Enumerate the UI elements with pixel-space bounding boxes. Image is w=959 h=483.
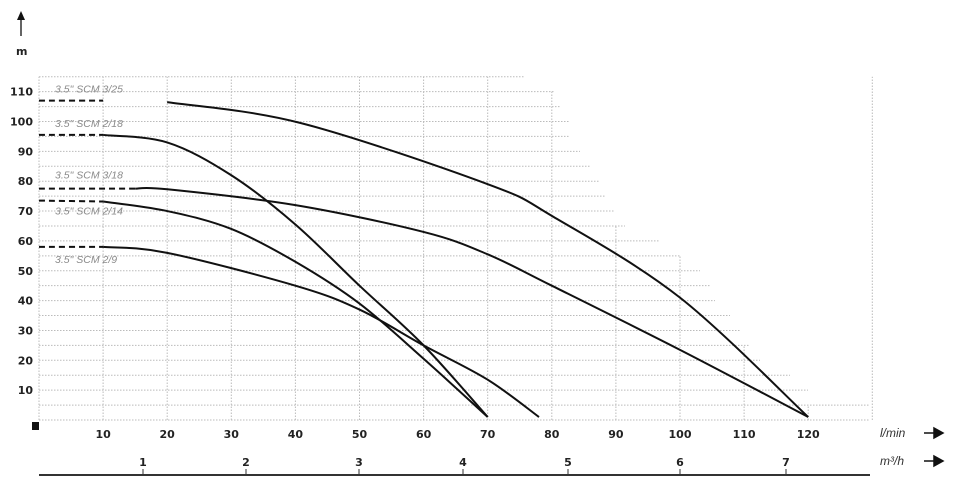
y-tick-label: 110 bbox=[10, 86, 33, 99]
x-axis-arrow-icon bbox=[924, 426, 945, 440]
series-label: 3.5" SCM 2/18 bbox=[55, 118, 123, 130]
performance-curve-line bbox=[103, 245, 540, 418]
y-tick-label: 70 bbox=[18, 205, 34, 218]
x-tick-label: 70 bbox=[480, 428, 496, 441]
x2-tick-label: 4 bbox=[459, 456, 467, 469]
x-tick-label: 60 bbox=[416, 428, 432, 441]
x-tick-label: 90 bbox=[608, 428, 624, 441]
x-tick-label: 120 bbox=[797, 428, 820, 441]
grid bbox=[38, 76, 873, 421]
y-tick-label: 100 bbox=[10, 116, 33, 129]
x2-tick-label: 1 bbox=[139, 456, 147, 469]
x-axis-label: l/min bbox=[880, 426, 906, 440]
series-label: 3.5" SCM 3/18 bbox=[55, 170, 123, 182]
x2-tick-label: 6 bbox=[676, 456, 684, 469]
series-label: 3.5" SCM 2/9 bbox=[55, 254, 117, 266]
y-tick-label: 90 bbox=[18, 145, 34, 158]
performance-curve-line bbox=[102, 200, 489, 418]
y-axis-arrow-icon bbox=[17, 11, 25, 20]
x-tick-label: 10 bbox=[95, 428, 111, 441]
x-tick-label: 20 bbox=[160, 428, 176, 441]
series-label: 3.5" SCM 2/14 bbox=[55, 206, 123, 218]
y-tick-label: 50 bbox=[18, 265, 34, 278]
x-tick-label: 100 bbox=[669, 428, 692, 441]
series-curve: 3.5" SCM 2/18 bbox=[38, 118, 489, 418]
performance-curve-line bbox=[135, 186, 809, 418]
x2-tick-label: 5 bbox=[564, 456, 572, 469]
y-tick-label: 60 bbox=[18, 235, 34, 248]
y-tick-label: 30 bbox=[18, 324, 34, 337]
y-tick-label: 40 bbox=[18, 295, 34, 308]
x-tick-label: 40 bbox=[288, 428, 304, 441]
x2-tick-label: 2 bbox=[242, 456, 250, 469]
curves: 3.5" SCM 3/25 3.5" SCM 2/18 3.5" SCM 3/18 3… bbox=[38, 84, 809, 418]
shutoff-dashed-segment bbox=[38, 199, 104, 203]
tick-labels: 10 20 30 40 50 60 70 80 90 100 110 10 20 30 40 50 60 70 80… bbox=[10, 86, 820, 475]
x-tick-label: 110 bbox=[733, 428, 756, 441]
x-tick-label: 30 bbox=[224, 428, 240, 441]
x2-tick-label: 3 bbox=[355, 456, 363, 469]
y-tick-label: 80 bbox=[18, 175, 34, 188]
origin-marker bbox=[32, 422, 39, 430]
x-tick-label: 80 bbox=[544, 428, 560, 441]
series-curve: 3.5" SCM 3/25 bbox=[39, 84, 809, 418]
series-curve: 3.5" SCM 3/18 bbox=[39, 170, 809, 418]
x2-tick-label: 7 bbox=[782, 456, 790, 469]
series-label: 3.5" SCM 3/25 bbox=[55, 84, 123, 96]
y-tick-label: 20 bbox=[18, 354, 34, 367]
series-curve: 3.5" SCM 2/14 bbox=[38, 199, 489, 418]
series-curve: 3.5" SCM 2/9 bbox=[39, 245, 540, 418]
axes: m l/min m³/h bbox=[16, 11, 945, 476]
x2-axis-arrow-icon bbox=[924, 454, 945, 468]
x-tick-label: 50 bbox=[352, 428, 368, 441]
x2-axis-label: m³/h bbox=[880, 454, 904, 468]
y-axis-label: m bbox=[16, 45, 27, 58]
y-tick-label: 10 bbox=[18, 384, 34, 397]
performance-curve-line bbox=[167, 101, 809, 418]
